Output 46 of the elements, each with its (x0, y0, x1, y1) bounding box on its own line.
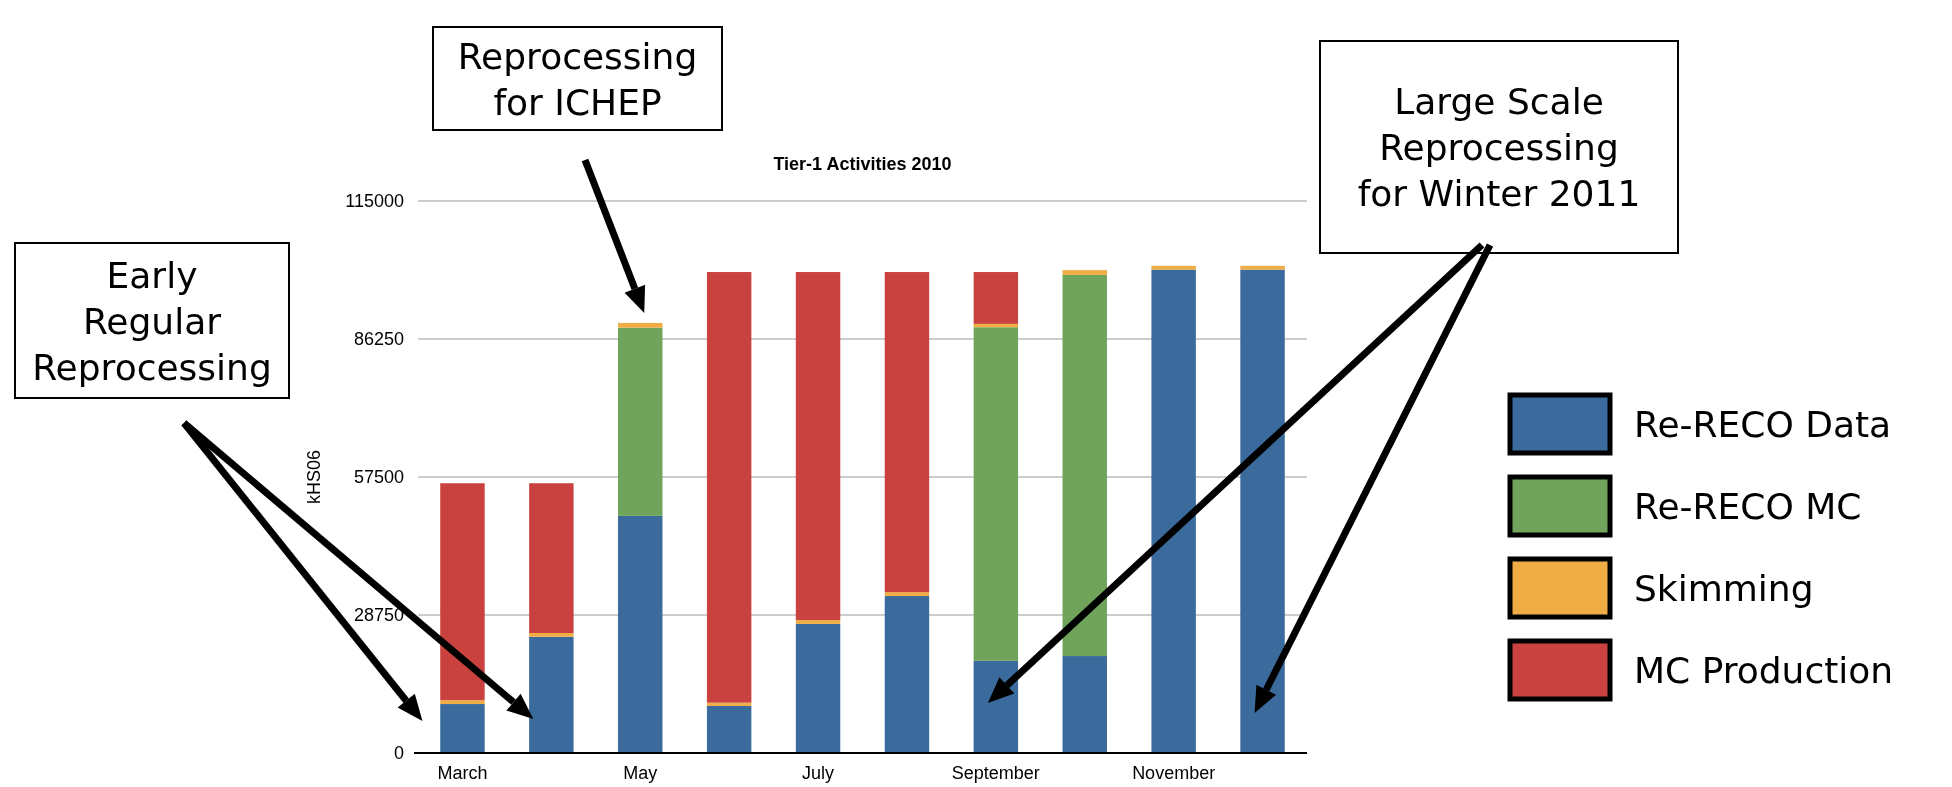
bar (1240, 265, 1285, 270)
bar (1062, 656, 1107, 753)
chart-title: Tier-1 Activities 2010 (773, 154, 952, 174)
text: Early Regular Reprocessing (32, 254, 272, 388)
bar (884, 592, 930, 597)
legend-label: Re-RECO MC (1634, 485, 1862, 527)
bar (1062, 274, 1107, 657)
x-tick-label: November (1132, 763, 1216, 783)
bar (795, 623, 841, 753)
legend-label: Re-RECO Data (1634, 403, 1892, 445)
x-tick-label: March (437, 763, 488, 783)
legend-label: Skimming (1634, 567, 1814, 609)
bar (706, 705, 752, 753)
bar (1151, 265, 1196, 270)
bar (1151, 269, 1196, 753)
x-tick-label: May (623, 763, 658, 783)
y-tick-label: 28750 (353, 605, 404, 626)
bar (1240, 269, 1285, 753)
bar (884, 272, 930, 593)
x-tick-label: September (951, 763, 1040, 783)
bar (440, 704, 485, 753)
bar (529, 483, 574, 633)
bar (529, 636, 574, 753)
bar (973, 327, 1019, 661)
bar (529, 633, 574, 637)
text: Reprocessing for ICHEP (457, 35, 698, 123)
bar (618, 322, 663, 328)
bar (1062, 270, 1107, 275)
bar (618, 327, 663, 516)
bar (440, 700, 485, 705)
y-tick-label: 57500 (353, 467, 404, 488)
bar (973, 272, 1019, 324)
bar (795, 620, 841, 624)
bar (618, 515, 663, 753)
bar (706, 272, 752, 703)
bar (884, 596, 930, 753)
legend-label: MC Production (1634, 649, 1894, 691)
text: Large Scale Reprocessing for Winter 2011 (1357, 81, 1641, 214)
bar (440, 483, 485, 701)
bar (973, 660, 1019, 753)
y-axis-title: kHS06 (304, 449, 324, 505)
y-tick-label: 86250 (353, 329, 404, 350)
bar (795, 272, 841, 621)
y-tick-label: 115000 (345, 191, 404, 212)
x-tick-label: July (802, 763, 835, 783)
y-tick-label: 0 (393, 743, 404, 764)
